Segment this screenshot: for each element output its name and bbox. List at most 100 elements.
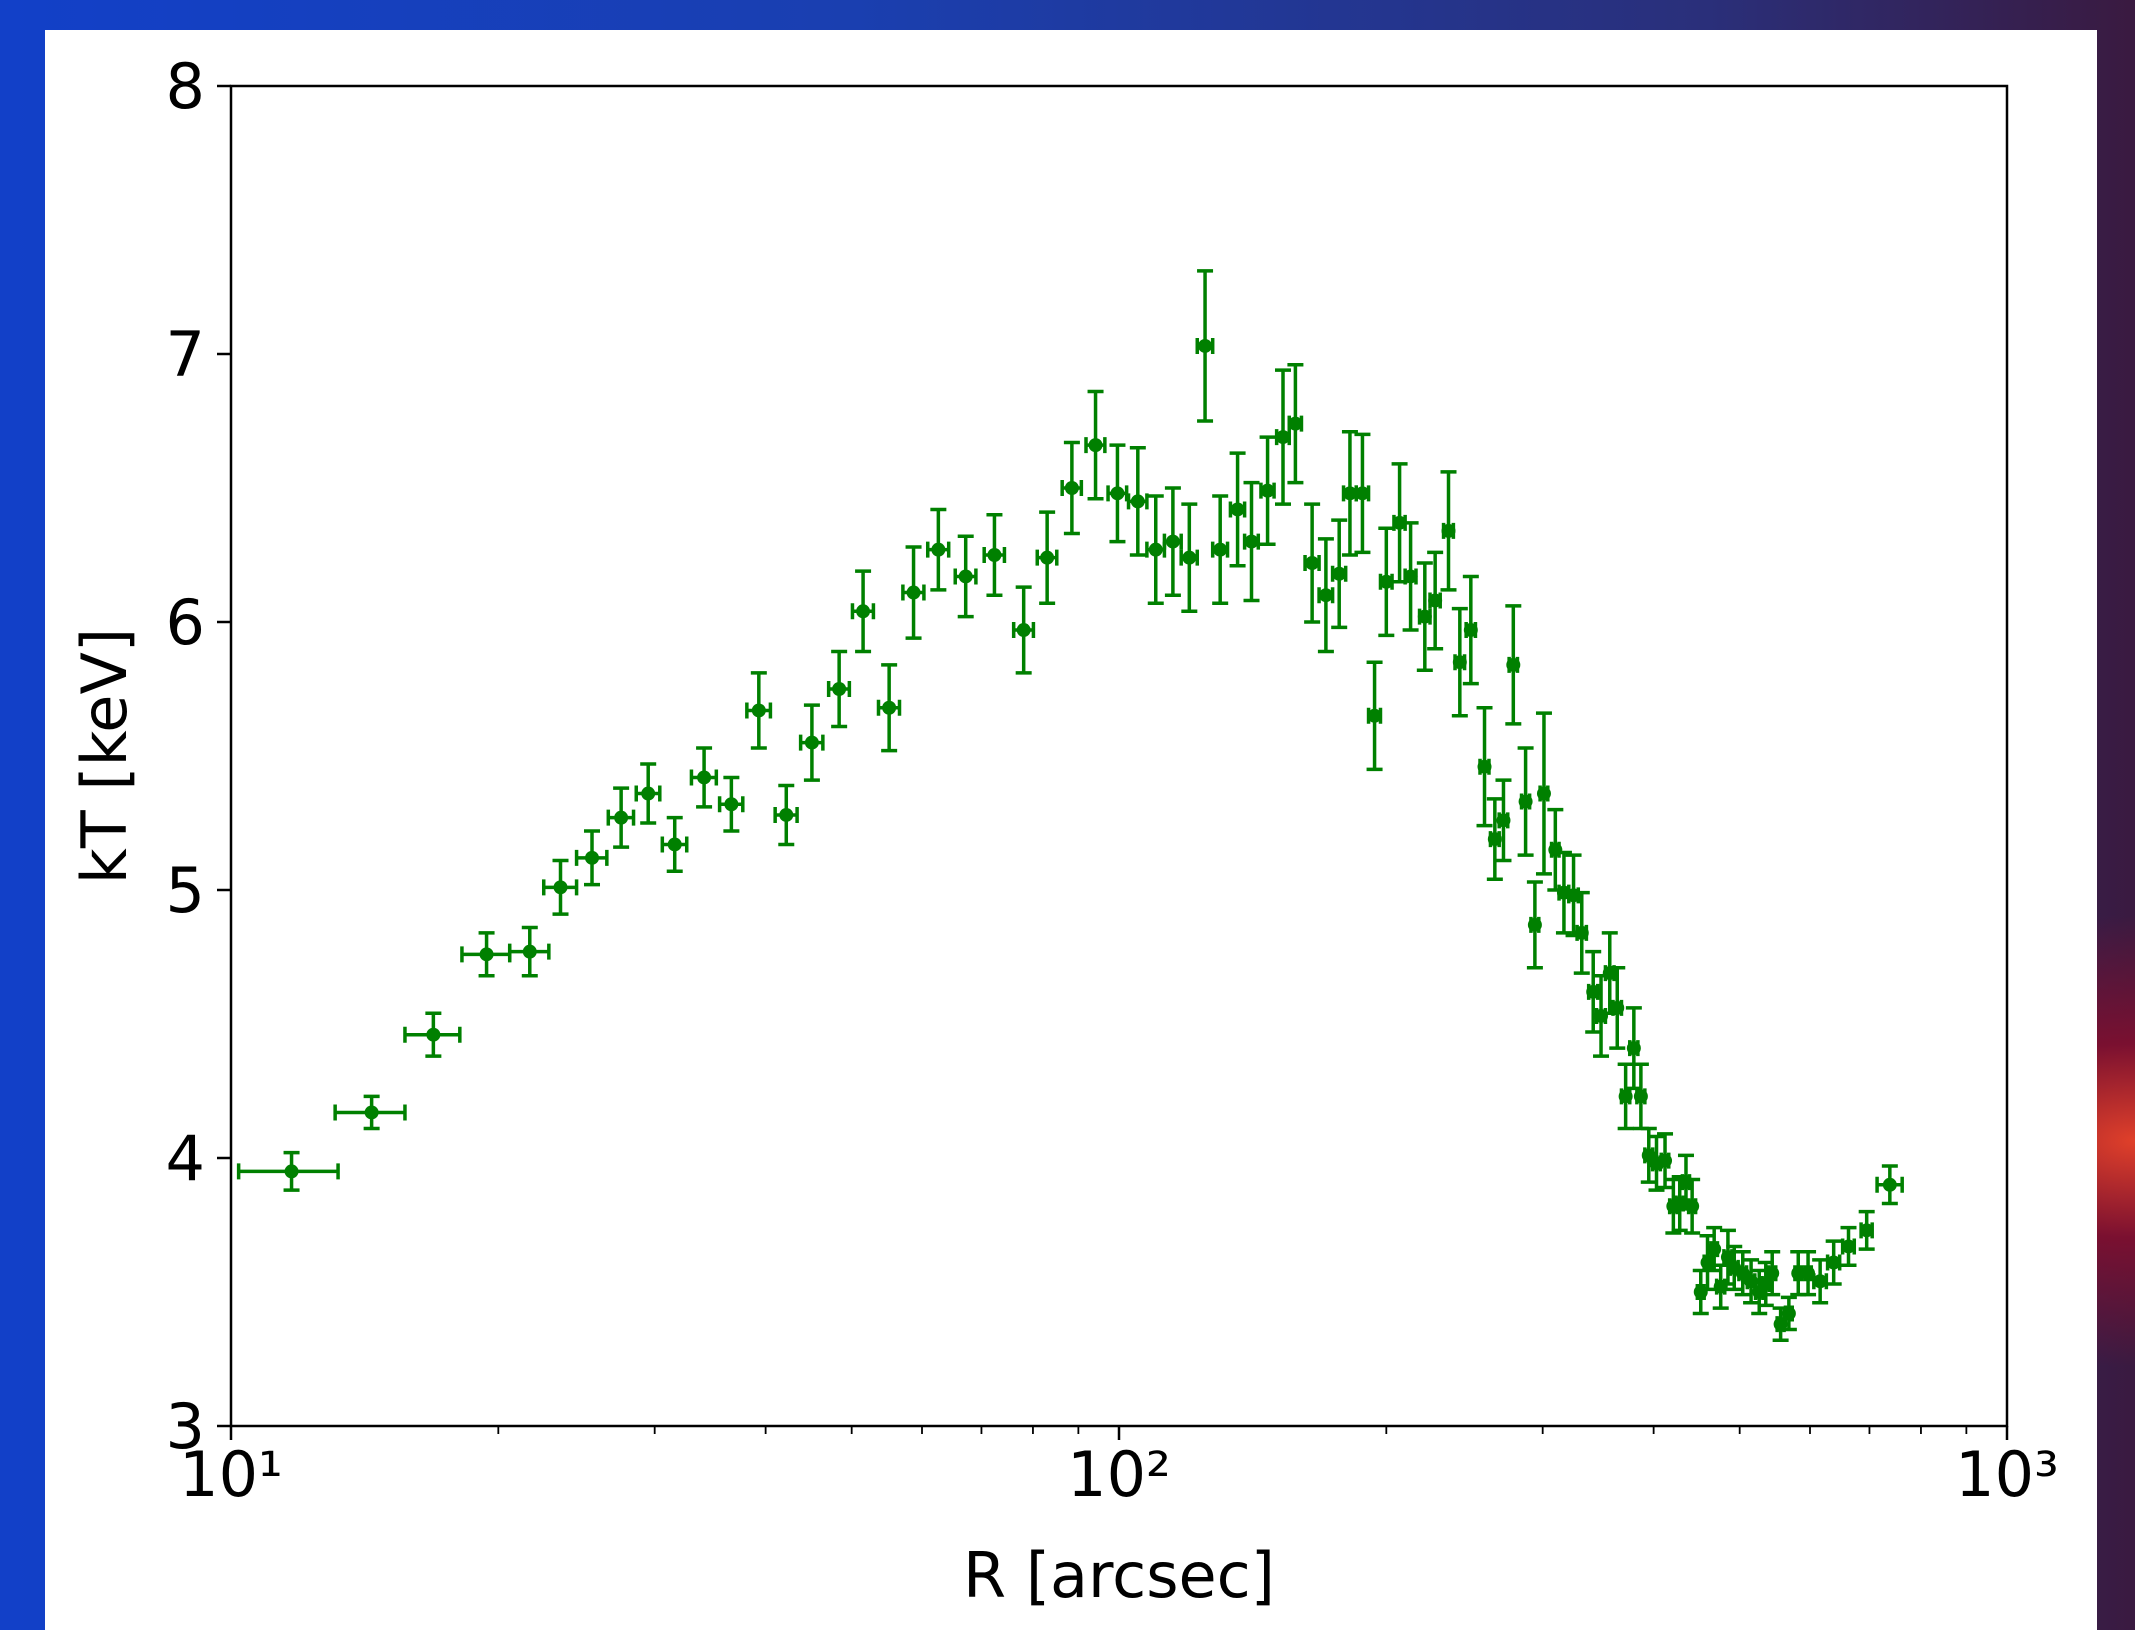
marker — [832, 682, 847, 696]
data-point — [850, 569, 876, 654]
data-point — [1547, 807, 1564, 892]
data-point — [1699, 1233, 1716, 1292]
data-point — [1858, 1209, 1875, 1251]
data-point — [1416, 561, 1433, 672]
marker — [1165, 534, 1180, 549]
marker — [1518, 794, 1533, 809]
data-point — [1840, 1225, 1857, 1267]
marker — [1182, 550, 1197, 565]
marker — [667, 837, 682, 852]
marker — [1536, 786, 1551, 801]
data-point — [1106, 443, 1129, 544]
data-point — [689, 746, 719, 809]
marker — [1626, 1041, 1641, 1056]
marker — [1276, 430, 1291, 445]
data-point — [982, 513, 1007, 597]
marker — [1826, 1255, 1841, 1270]
marker — [1088, 438, 1103, 453]
data-point — [1875, 1164, 1904, 1206]
marker — [1765, 1266, 1780, 1281]
y-tick-label: 8 — [166, 50, 205, 123]
marker — [1801, 1266, 1816, 1281]
marker — [1781, 1306, 1796, 1321]
marker — [987, 548, 1002, 562]
marker — [1610, 1000, 1625, 1015]
data-point — [1242, 480, 1261, 603]
marker — [1355, 486, 1370, 501]
data-point — [1330, 518, 1348, 630]
data-point — [1657, 1132, 1674, 1190]
data-point — [925, 507, 951, 592]
marker — [1318, 588, 1333, 603]
data-point — [1800, 1250, 1817, 1297]
x-axis-label: R [arcsec] — [963, 1539, 1275, 1612]
y-tick-label: 7 — [166, 318, 205, 391]
data-point — [1526, 880, 1543, 970]
data-point — [1274, 368, 1292, 506]
marker — [1813, 1274, 1828, 1289]
marker — [1685, 1199, 1700, 1214]
data-point — [1617, 1062, 1634, 1131]
marker — [958, 569, 973, 584]
marker — [1064, 481, 1079, 495]
data-point — [333, 1094, 407, 1131]
marker — [1566, 888, 1581, 903]
marker — [1477, 759, 1492, 774]
data-point — [541, 858, 579, 916]
marker — [697, 770, 712, 785]
data-point — [1210, 494, 1230, 605]
data-point — [1287, 362, 1304, 485]
data-point — [1035, 510, 1059, 605]
marker — [1672, 1196, 1687, 1211]
data-point — [1228, 451, 1247, 568]
marker — [1602, 966, 1617, 981]
y-tick-label: 6 — [166, 586, 205, 659]
data-point — [1366, 660, 1383, 772]
marker — [1016, 623, 1031, 638]
data-point — [1593, 974, 1610, 1058]
data-point — [574, 829, 609, 887]
marker — [1658, 1153, 1673, 1168]
data-point — [1402, 521, 1419, 632]
marker — [1841, 1239, 1856, 1254]
marker — [1487, 832, 1502, 847]
data-point — [1609, 965, 1626, 1050]
data-point — [1772, 1306, 1789, 1342]
data-point — [1462, 574, 1479, 686]
marker — [1633, 1089, 1648, 1104]
marker — [1428, 593, 1443, 608]
marker — [1700, 1255, 1715, 1270]
data-point — [1259, 435, 1276, 547]
data-point — [1162, 486, 1183, 597]
x-tick-label: 10¹ — [179, 1438, 283, 1511]
marker — [1305, 556, 1320, 571]
marker — [1379, 574, 1394, 589]
data-point — [1303, 502, 1321, 624]
data-point — [1495, 778, 1512, 863]
marker — [284, 1164, 299, 1179]
data-point — [1440, 470, 1457, 592]
marker — [614, 810, 629, 825]
axes-frame — [229, 84, 2009, 1428]
data-point — [1757, 1260, 1774, 1308]
marker — [1040, 550, 1055, 565]
data-point — [507, 925, 551, 978]
data-point — [1317, 537, 1335, 654]
marker — [931, 542, 946, 557]
marker — [882, 700, 897, 715]
marker — [1791, 1266, 1806, 1281]
marker — [1244, 534, 1259, 549]
data-point — [1719, 1228, 1736, 1286]
data-point — [1195, 269, 1215, 423]
marker — [804, 735, 819, 750]
marker — [479, 947, 494, 962]
marker — [1496, 813, 1511, 828]
data-point — [1780, 1295, 1797, 1332]
data-point — [1060, 440, 1084, 536]
marker — [1548, 842, 1563, 857]
data-point — [1084, 389, 1107, 501]
data-point — [717, 775, 745, 833]
data-point — [1486, 797, 1503, 882]
data-point — [1427, 550, 1444, 651]
marker — [1441, 523, 1456, 538]
